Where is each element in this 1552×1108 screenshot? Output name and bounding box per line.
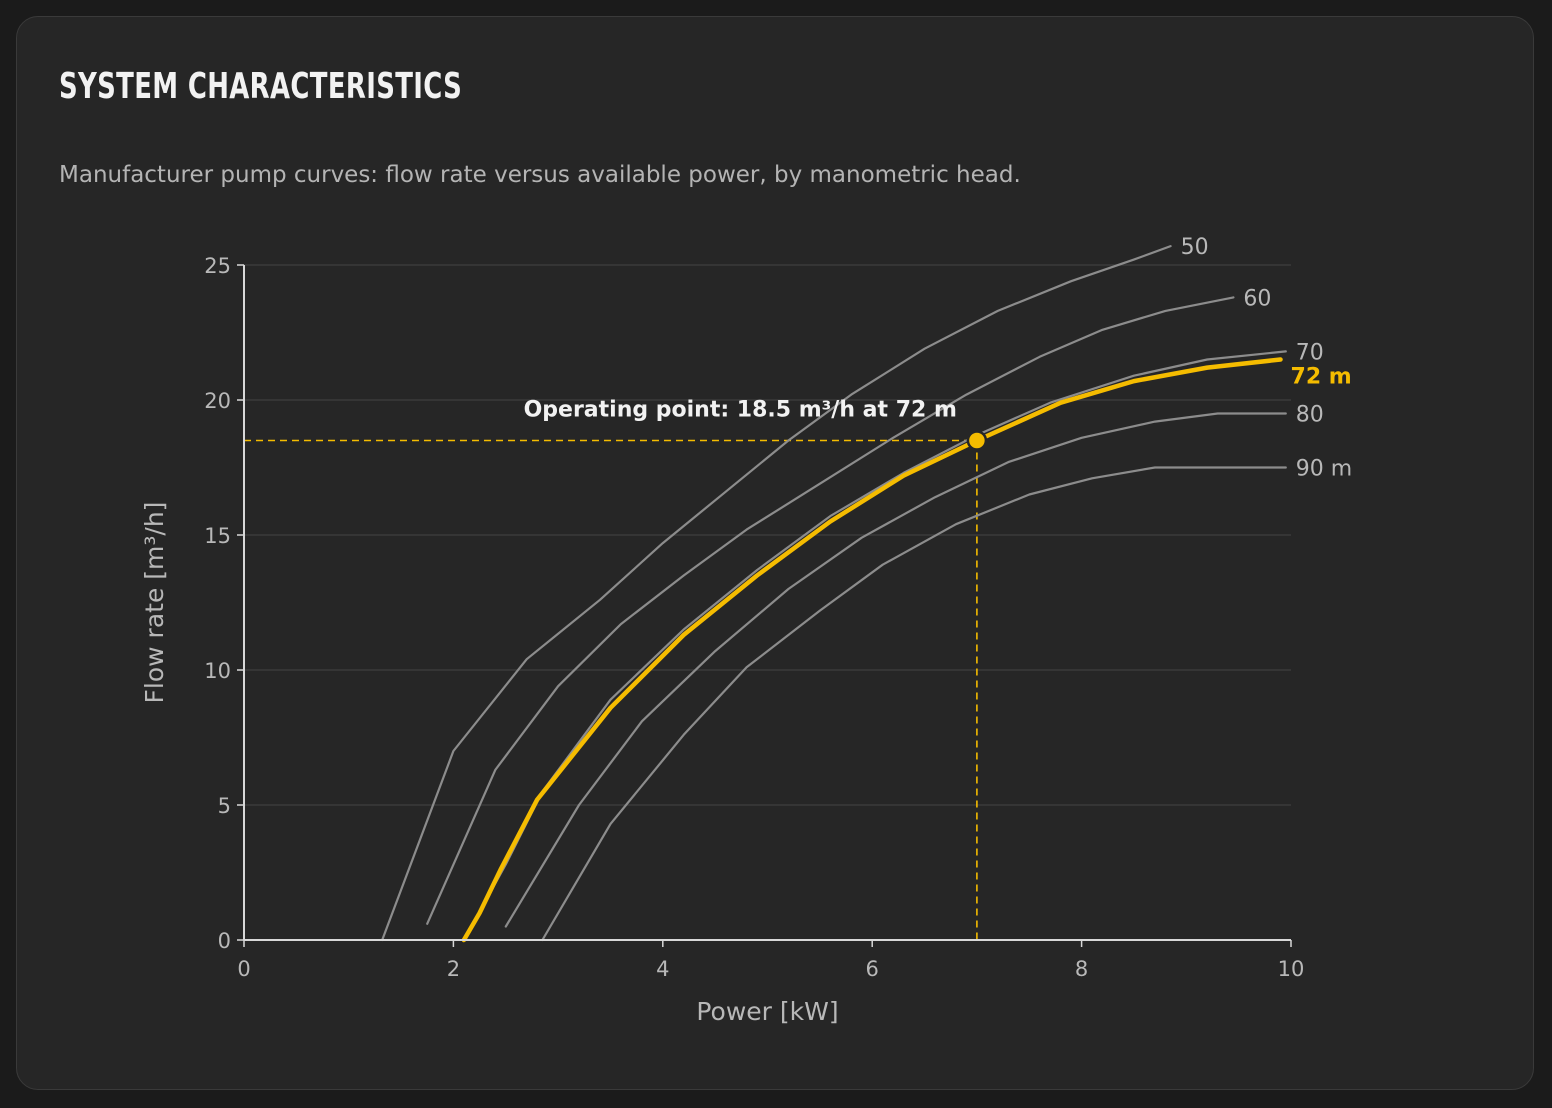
chart-card [16, 16, 1534, 1090]
x-axis-title: Power [kW] [696, 997, 838, 1026]
y-tick-label-15: 15 [204, 524, 231, 548]
x-tick-label-4: 4 [656, 957, 669, 981]
curve-label-50: 50 [1181, 235, 1209, 260]
grid-lines [244, 264, 1291, 806]
curve-label-70: 70 [1296, 340, 1324, 365]
curve-label-80: 80 [1296, 403, 1324, 428]
page-title: SYSTEM CHARACTERISTICS [59, 66, 463, 107]
pump-curve-90m [541, 466, 1287, 942]
operating-point-reference-lines [244, 439, 978, 940]
curve-label-72m: 72 m [1291, 365, 1352, 390]
x-tick-label-10: 10 [1278, 957, 1305, 981]
x-tick-label-8: 8 [1075, 957, 1088, 981]
x-tick-label-2: 2 [447, 957, 460, 981]
pump-curve-50 [381, 245, 1172, 942]
curve-labels: 50 60 70 80 90 m 72 m [1181, 235, 1353, 481]
chart-subtitle: Manufacturer pump curves: flow rate vers… [59, 162, 1021, 188]
operating-point-label: Operating point: 18.5 m³/h at 72 m [524, 398, 957, 423]
y-tick-label-25: 25 [204, 254, 231, 278]
y-tick-label-20: 20 [204, 389, 231, 413]
pump-curve-72m [461, 357, 1283, 943]
curve-label-90m: 90 m [1296, 457, 1352, 482]
x-tick-label-0: 0 [237, 957, 250, 981]
y-tick-label-0: 0 [218, 929, 231, 953]
axes: 0 2 4 6 8 10 0 5 10 15 20 25 Power [kW] Flow rate [m³… [140, 254, 1304, 1026]
y-tick-label-10: 10 [204, 659, 231, 683]
operating-point: Operating point: 18.5 m³/h at 72 m [524, 398, 988, 451]
y-axis-title: Flow rate [m³/h] [140, 502, 169, 704]
pump-curve-60 [426, 296, 1235, 925]
y-tick-label-5: 5 [218, 794, 231, 818]
pump-curve-70 [462, 350, 1287, 942]
pump-curve-80 [504, 412, 1287, 928]
x-tick-label-6: 6 [866, 957, 879, 981]
pump-curves [381, 245, 1287, 943]
curve-label-60: 60 [1243, 286, 1271, 311]
operating-point-marker [966, 430, 988, 451]
